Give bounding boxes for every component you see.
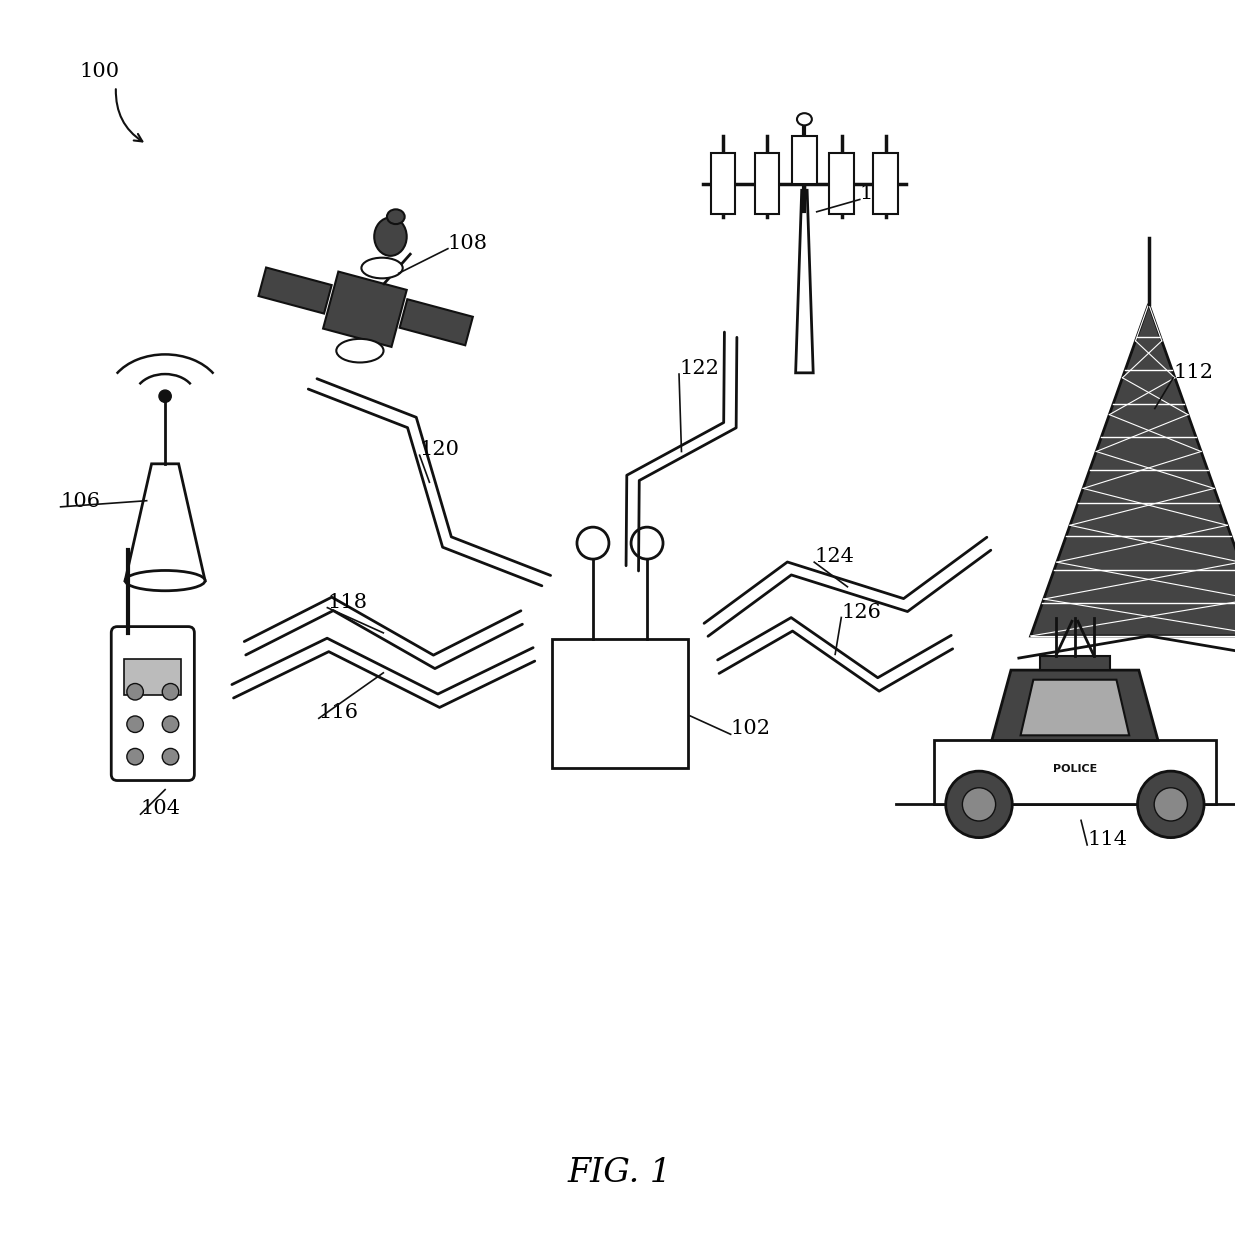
Text: 102: 102 [730,719,770,739]
Circle shape [1154,788,1188,821]
Circle shape [126,716,144,732]
Circle shape [159,390,171,403]
Circle shape [162,683,179,700]
Circle shape [1137,771,1204,837]
Circle shape [162,716,179,732]
Text: 114: 114 [1087,830,1127,848]
Polygon shape [992,671,1158,741]
Text: 120: 120 [419,440,460,459]
Ellipse shape [361,258,403,278]
Circle shape [946,771,1012,837]
Polygon shape [324,272,407,347]
Polygon shape [1021,679,1130,735]
Text: 126: 126 [841,603,882,621]
Polygon shape [258,268,331,314]
Text: 106: 106 [61,492,100,511]
Circle shape [962,788,996,821]
Bar [1039,656,1110,671]
Bar [124,659,181,695]
Ellipse shape [387,210,404,224]
Text: 122: 122 [680,359,719,378]
Ellipse shape [125,571,205,590]
Ellipse shape [797,114,812,126]
Bar [873,153,898,214]
Bar [755,153,780,214]
Bar [934,741,1215,804]
Circle shape [126,683,144,700]
Text: 124: 124 [815,547,854,566]
Text: 110: 110 [859,184,900,204]
Polygon shape [125,464,205,580]
Text: 112: 112 [1173,363,1213,382]
Polygon shape [796,190,813,373]
Ellipse shape [374,217,407,256]
Text: 104: 104 [140,799,181,819]
Ellipse shape [336,338,383,363]
Bar [711,153,735,214]
Polygon shape [399,299,472,346]
Text: 100: 100 [79,62,119,80]
FancyBboxPatch shape [112,626,195,781]
Bar [552,638,688,768]
Text: POLICE: POLICE [1053,764,1097,774]
Text: 118: 118 [327,593,367,611]
Text: FIG. 1: FIG. 1 [568,1157,672,1189]
Text: 116: 116 [319,703,358,722]
Polygon shape [1030,304,1240,636]
Text: 108: 108 [448,233,487,253]
Circle shape [162,748,179,764]
Circle shape [126,748,144,764]
Bar [792,136,817,184]
Bar [830,153,854,214]
